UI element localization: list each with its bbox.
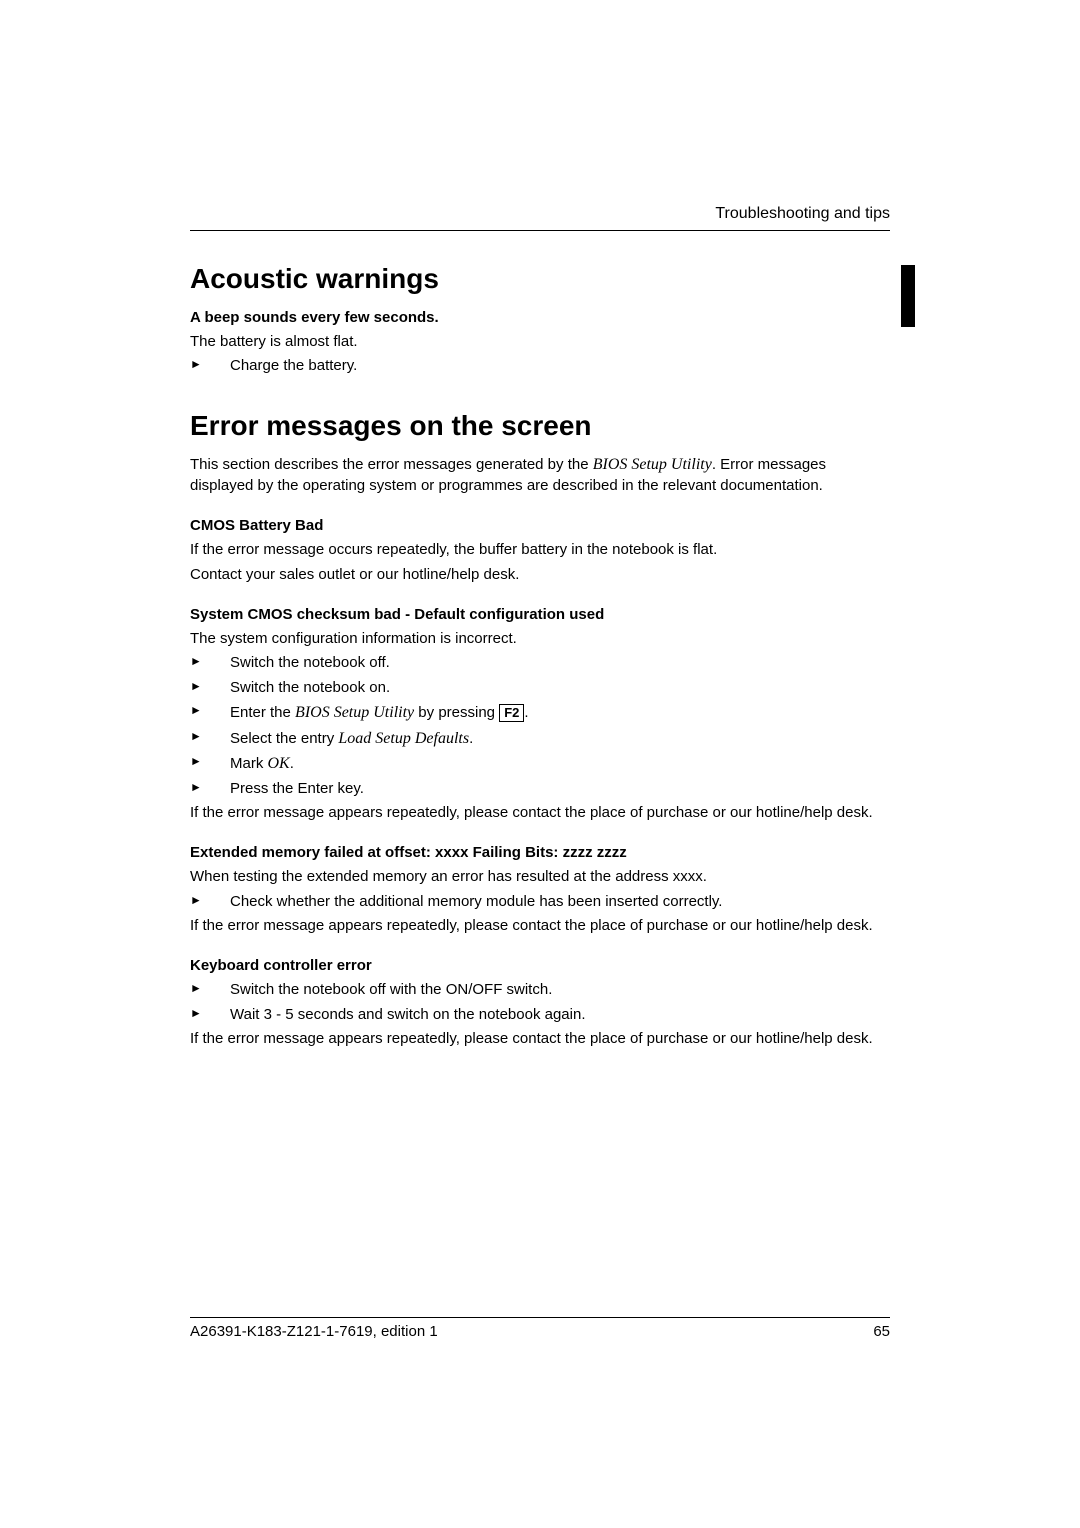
steps-acoustic: Charge the battery. xyxy=(190,356,890,376)
step3-italic: BIOS Setup Utility xyxy=(295,704,414,721)
text-battery-flat: The battery is almost flat. xyxy=(190,332,890,352)
heading-extmem: Extended memory failed at offset: xxxx F… xyxy=(190,843,890,863)
step-kbd-wait: Wait 3 - 5 seconds and switch on the not… xyxy=(190,1005,890,1025)
text-errors-intro: This section describes the error message… xyxy=(190,454,890,496)
step5-italic: OK xyxy=(268,755,290,772)
steps-extmem: Check whether the additional memory modu… xyxy=(190,892,890,912)
text-kbd-tail: If the error message appears repeatedly,… xyxy=(190,1029,890,1049)
steps-checksum: Switch the notebook off. Switch the note… xyxy=(190,653,890,799)
text-checksum-line1: The system configuration information is … xyxy=(190,629,890,649)
step4-italic: Load Setup Defaults xyxy=(338,730,469,747)
step-load-defaults: Select the entry Load Setup Defaults. xyxy=(190,728,890,750)
step4-b: . xyxy=(469,730,473,747)
step-charge-battery: Charge the battery. xyxy=(190,356,890,376)
step3-a: Enter the xyxy=(230,704,295,721)
step3-c: . xyxy=(524,704,528,721)
page-content: Acoustic warnings A beep sounds every fe… xyxy=(190,260,890,1053)
step-kbd-off: Switch the notebook off with the ON/OFF … xyxy=(190,980,890,1000)
step-check-module: Check whether the additional memory modu… xyxy=(190,892,890,912)
step-switch-off: Switch the notebook off. xyxy=(190,653,890,673)
text-cmos-line1: If the error message occurs repeatedly, … xyxy=(190,540,890,560)
step-press-enter: Press the Enter key. xyxy=(190,779,890,799)
keycap-f2: F2 xyxy=(499,704,524,722)
heading-kbd: Keyboard controller error xyxy=(190,956,890,976)
step-switch-on: Switch the notebook on. xyxy=(190,678,890,698)
step4-a: Select the entry xyxy=(230,730,338,747)
step-mark-ok: Mark OK. xyxy=(190,753,890,775)
thumb-tab xyxy=(901,265,915,327)
text-extmem-tail: If the error message appears repeatedly,… xyxy=(190,916,890,936)
heading-cmos-bad: CMOS Battery Bad xyxy=(190,516,890,536)
text-checksum-tail: If the error message appears repeatedly,… xyxy=(190,803,890,823)
step5-b: . xyxy=(290,755,294,772)
text-extmem-line1: When testing the extended memory an erro… xyxy=(190,867,890,887)
page-container: Troubleshooting and tips Acoustic warnin… xyxy=(0,0,1080,1528)
intro-a: This section describes the error message… xyxy=(190,456,593,473)
heading-acoustic-warnings: Acoustic warnings xyxy=(190,260,890,298)
footer-rule xyxy=(190,1317,890,1318)
subheading-beep: A beep sounds every few seconds. xyxy=(190,308,890,328)
heading-error-messages: Error messages on the screen xyxy=(190,407,890,445)
heading-checksum: System CMOS checksum bad - Default confi… xyxy=(190,605,890,625)
page-header-label: Troubleshooting and tips xyxy=(715,205,890,223)
steps-kbd: Switch the notebook off with the ON/OFF … xyxy=(190,980,890,1025)
step-enter-bios: Enter the BIOS Setup Utility by pressing… xyxy=(190,702,890,724)
step3-b: by pressing xyxy=(414,704,499,721)
intro-italic: BIOS Setup Utility xyxy=(593,456,712,473)
header-rule xyxy=(190,230,890,231)
step5-a: Mark xyxy=(230,755,268,772)
footer-docid: A26391-K183-Z121-1-7619, edition 1 xyxy=(190,1323,438,1340)
footer-pagenum: 65 xyxy=(873,1323,890,1340)
text-cmos-line2: Contact your sales outlet or our hotline… xyxy=(190,565,890,585)
